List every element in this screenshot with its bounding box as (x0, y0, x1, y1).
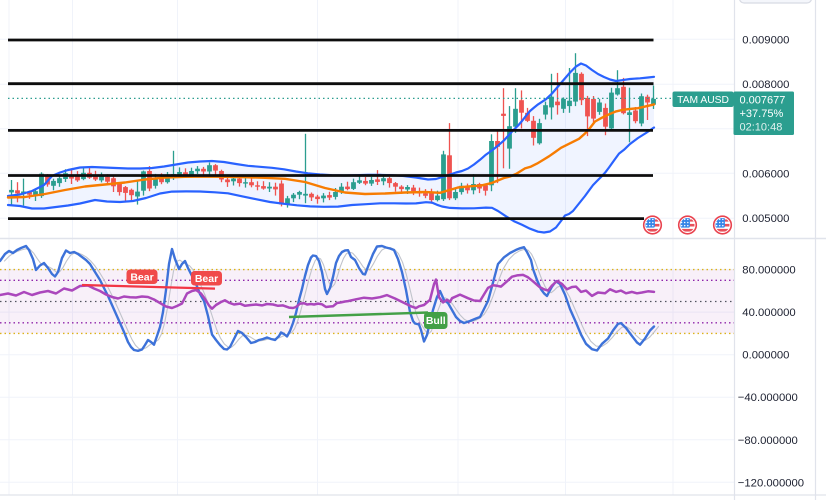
svg-text:−40.000000: −40.000000 (738, 392, 798, 404)
svg-text:−80.000000: −80.000000 (738, 435, 798, 447)
svg-text:TAM AUSD: TAM AUSD (677, 95, 729, 106)
svg-text:0.008000: 0.008000 (742, 79, 789, 91)
svg-text:0.007677: 0.007677 (740, 95, 786, 107)
svg-text:Bear: Bear (130, 271, 153, 283)
svg-text:Bear: Bear (195, 273, 218, 285)
svg-text:Bull: Bull (426, 315, 446, 327)
svg-text:0.006000: 0.006000 (742, 168, 789, 180)
svg-text:0.000000: 0.000000 (742, 350, 789, 362)
svg-text:02:10:48: 02:10:48 (740, 121, 783, 133)
svg-text:0.005000: 0.005000 (742, 213, 789, 225)
svg-text:40.000000: 40.000000 (742, 307, 795, 319)
svg-text:+37.75%: +37.75% (740, 108, 784, 120)
svg-text:0.009000: 0.009000 (742, 34, 789, 46)
svg-text:−120.000000: −120.000000 (738, 477, 804, 489)
svg-text:80.000000: 80.000000 (742, 265, 795, 277)
